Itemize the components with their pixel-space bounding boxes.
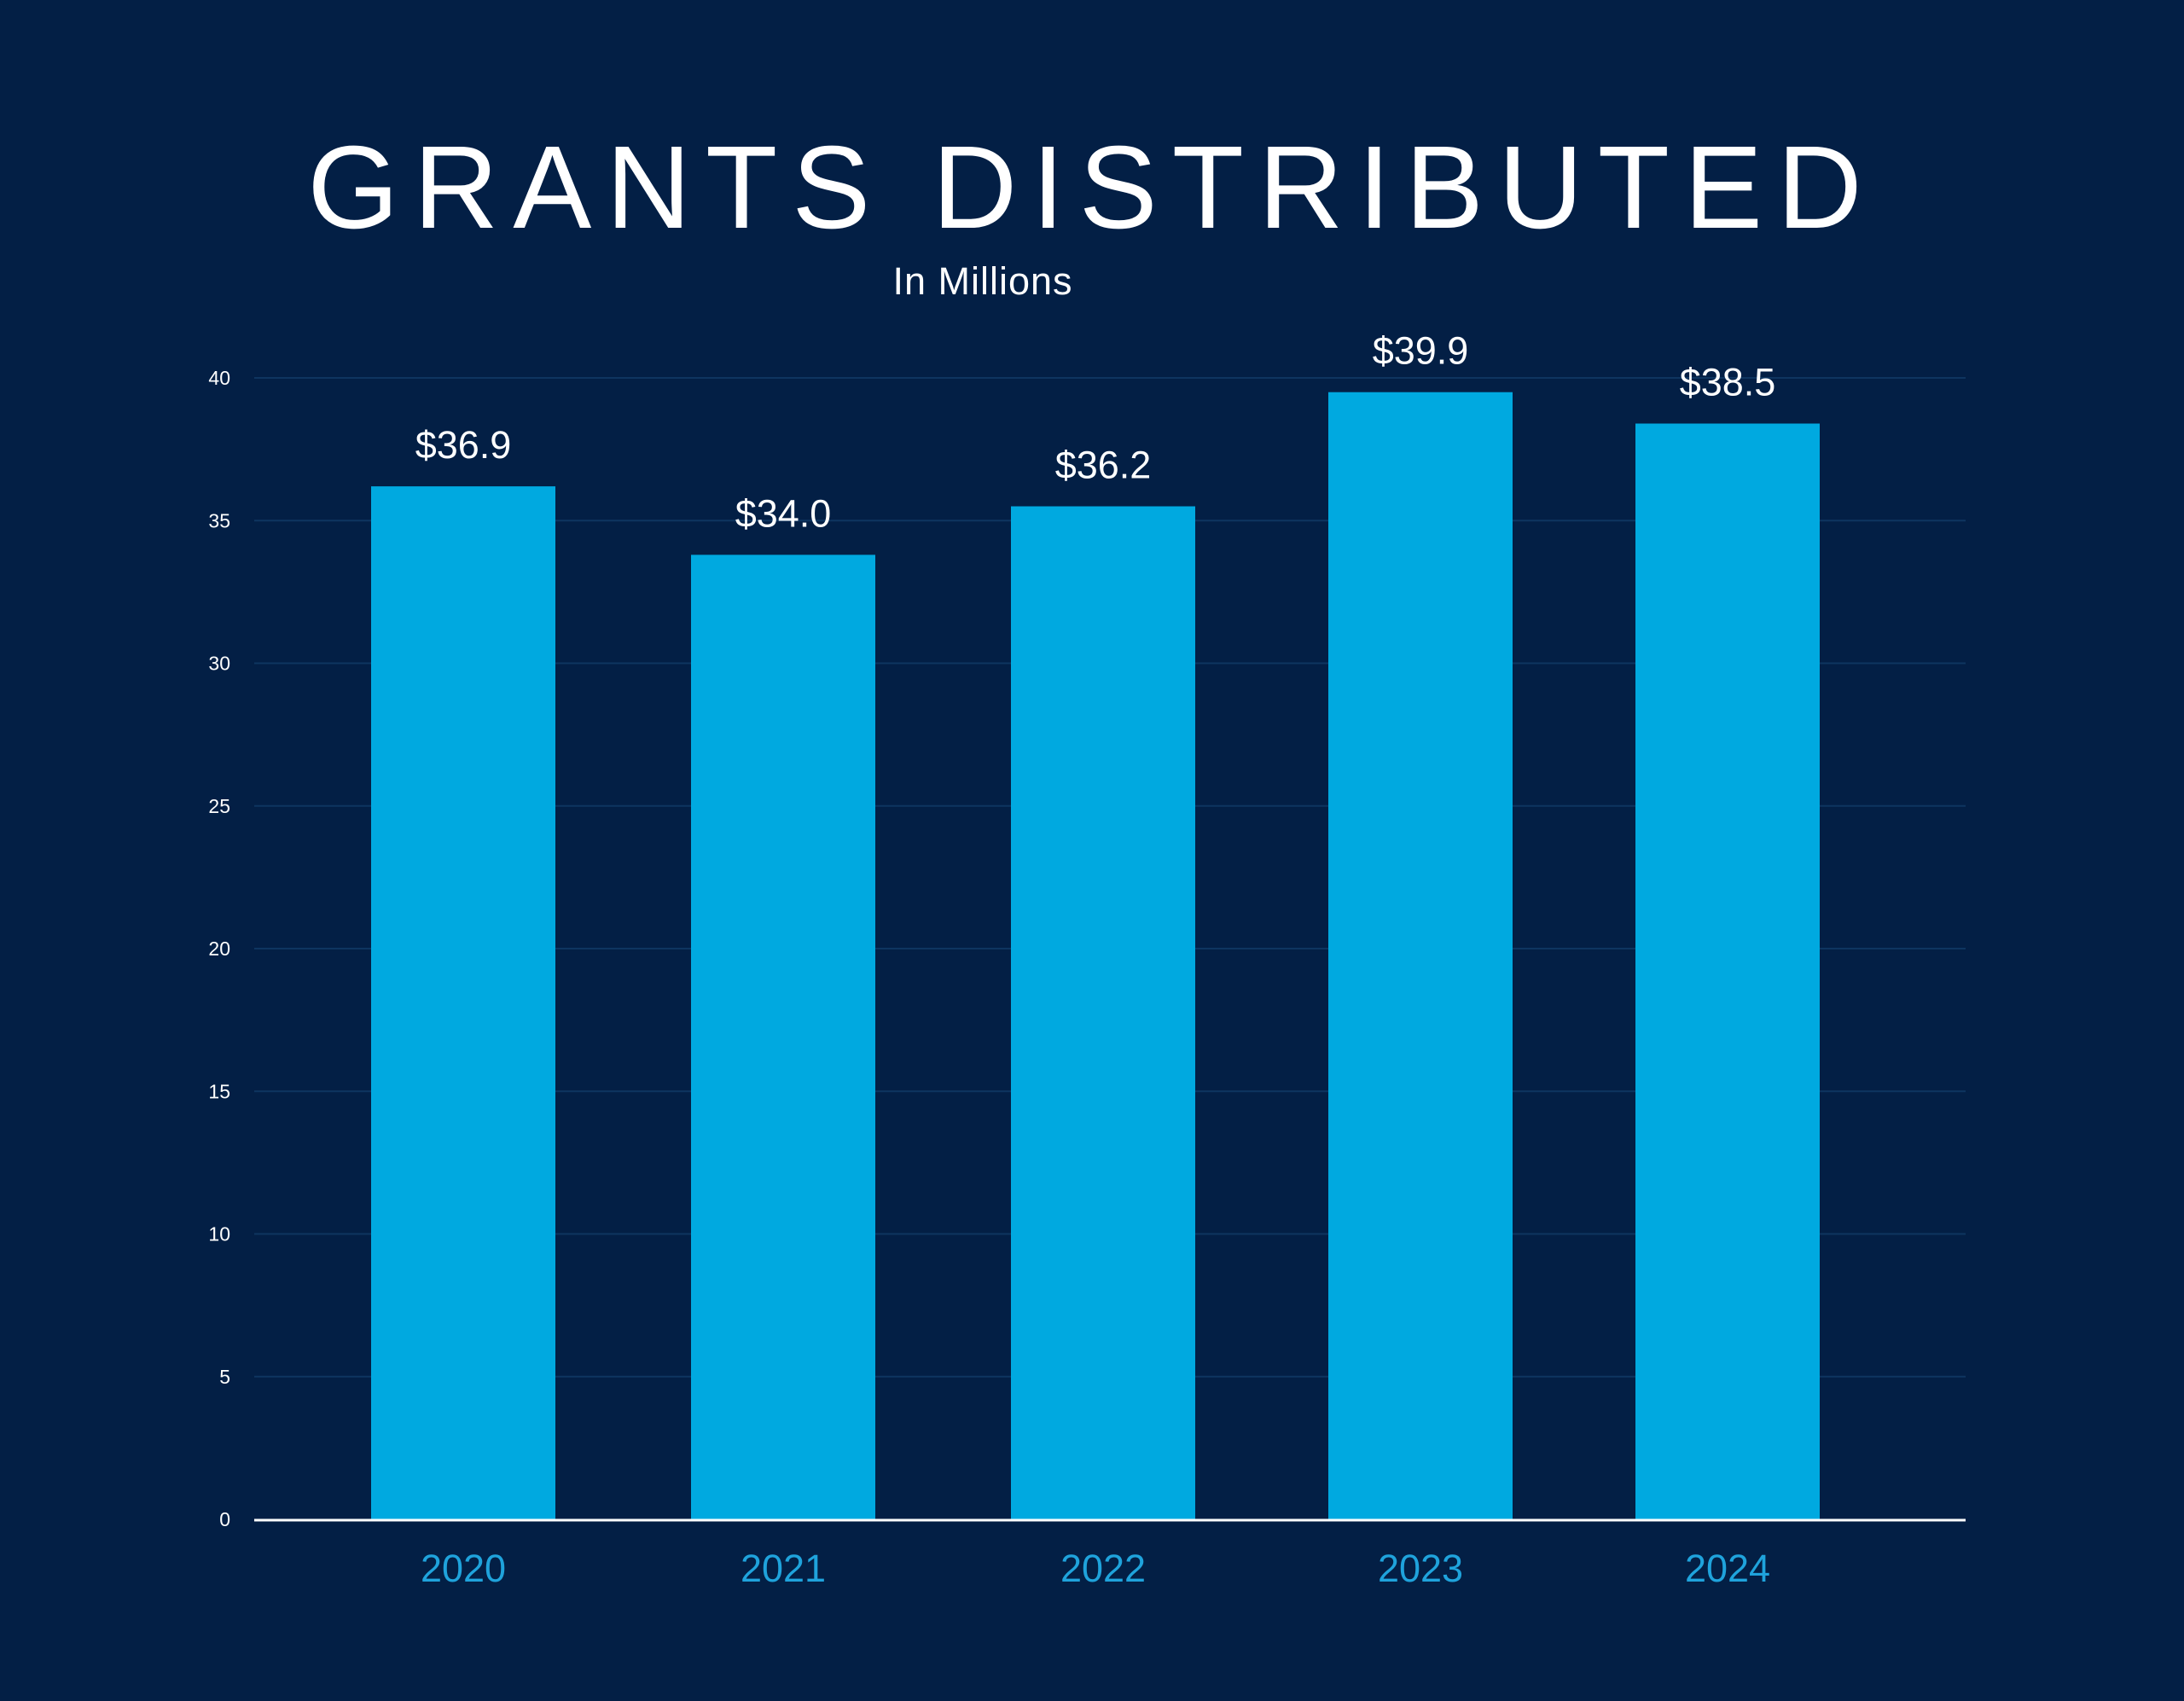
data-label-2023: $39.9 <box>1373 329 1469 373</box>
data-label-2022: $36.2 <box>1055 444 1152 487</box>
bars <box>371 392 1820 1520</box>
y-tick-label: 20 <box>208 938 230 960</box>
data-label-2024: $38.5 <box>1680 361 1776 404</box>
data-label-2021: $34.0 <box>735 491 832 535</box>
bar-2020 <box>371 486 555 1519</box>
y-tick-label: 35 <box>208 509 230 531</box>
y-tick-label: 10 <box>208 1223 230 1245</box>
x-axis-ticks: 2020 2021 2022 2023 2024 <box>421 1547 1770 1590</box>
x-tick-label-2021: 2021 <box>741 1547 826 1590</box>
x-tick-label-2024: 2024 <box>1685 1547 1770 1590</box>
bar-2024 <box>1635 423 1820 1519</box>
bar-2022 <box>1011 506 1195 1519</box>
y-tick-label: 5 <box>219 1366 230 1388</box>
chart-subtitle: In Millions <box>892 259 1073 303</box>
bar-2023 <box>1328 392 1513 1520</box>
x-tick-label-2022: 2022 <box>1060 1547 1146 1590</box>
y-tick-label: 25 <box>208 795 230 817</box>
y-tick-label: 40 <box>208 367 230 389</box>
chart-title: GRANTS DISTRIBUTED <box>307 122 1877 253</box>
y-tick-label: 30 <box>208 653 230 675</box>
data-label-2020: $36.9 <box>415 423 512 467</box>
y-tick-label: 0 <box>219 1508 230 1530</box>
x-tick-label-2023: 2023 <box>1378 1547 1463 1590</box>
x-tick-label-2020: 2020 <box>421 1547 506 1590</box>
y-tick-label: 15 <box>208 1080 230 1102</box>
data-labels: $36.9 $34.0 $36.2 $39.9 $38.5 <box>415 329 1776 536</box>
y-axis-ticks: 0 5 10 15 20 25 30 35 40 <box>208 367 230 1530</box>
bar-2021 <box>691 554 875 1519</box>
